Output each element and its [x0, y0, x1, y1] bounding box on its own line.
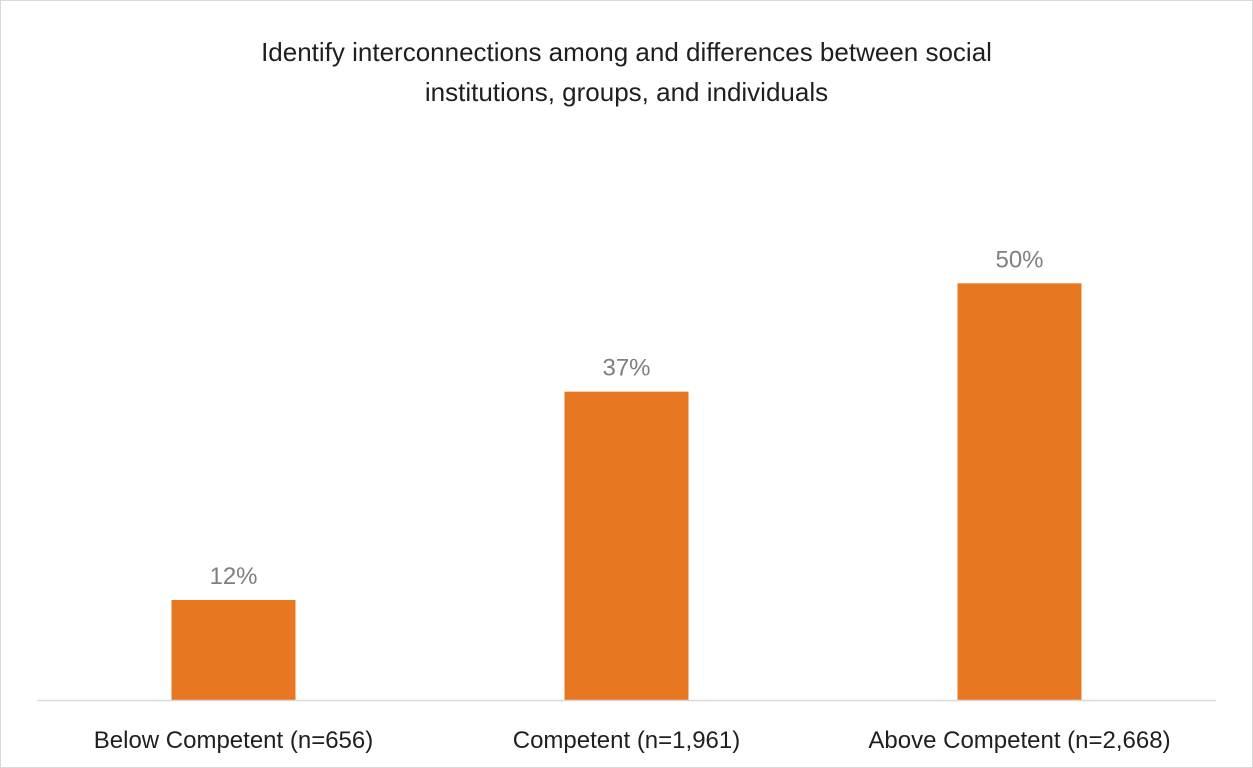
category-label-2: Competent (n=1,961): [513, 727, 740, 754]
bar-3: [957, 283, 1082, 700]
chart-title: Identify interconnections among and diff…: [0, 32, 1253, 112]
category-label-1: Below Competent (n=656): [94, 727, 374, 754]
bar-1: [171, 600, 296, 700]
category-label-3: Above Competent (n=2,668): [868, 727, 1170, 754]
chart-title-line-1: Identify interconnections among and diff…: [261, 37, 992, 67]
bar-2: [564, 391, 689, 700]
data-label-2: 37%: [602, 355, 650, 382]
chart-title-line-2: institutions, groups, and individuals: [424, 77, 829, 107]
data-label-3: 50%: [995, 246, 1043, 273]
data-label-1: 12%: [209, 563, 257, 590]
